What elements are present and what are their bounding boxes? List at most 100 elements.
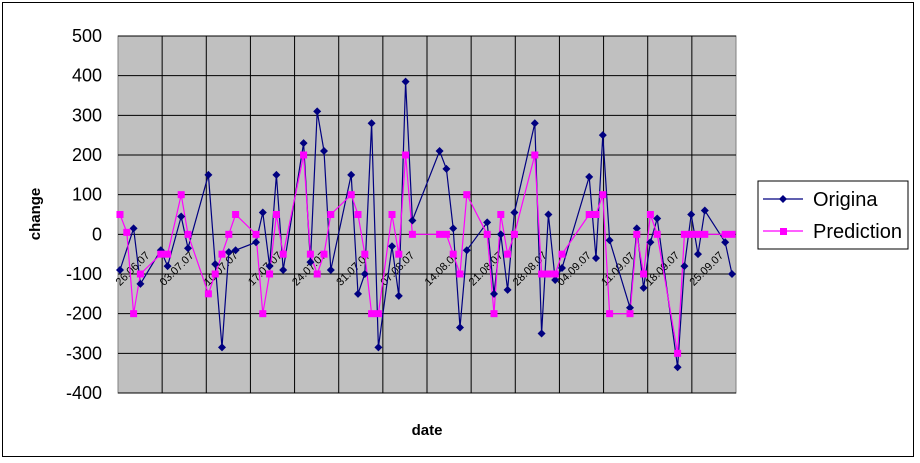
data-point-origina	[360, 270, 369, 278]
data-point-origina	[231, 246, 240, 255]
data-point-prediction	[544, 270, 552, 278]
data-point-origina	[408, 216, 417, 225]
data-point-prediction	[626, 310, 634, 318]
data-point-origina	[265, 262, 274, 271]
data-point-prediction	[531, 151, 539, 159]
data-point-origina	[537, 329, 546, 338]
data-point-origina	[639, 283, 648, 292]
data-point-origina	[394, 291, 403, 300]
data-point-origina	[592, 254, 600, 263]
data-point-prediction	[232, 211, 240, 218]
data-point-origina	[510, 208, 519, 217]
data-point-prediction	[558, 250, 566, 258]
data-point-prediction	[136, 270, 144, 278]
data-point-origina	[632, 224, 641, 233]
legend-label-prediction: Prediction	[813, 221, 902, 243]
data-point-origina	[204, 170, 213, 179]
data-point-prediction	[456, 270, 464, 278]
data-point-origina	[721, 238, 730, 247]
data-point-origina	[673, 363, 682, 372]
data-point-prediction	[538, 270, 546, 278]
data-point-origina	[598, 131, 607, 140]
data-point-prediction	[728, 230, 736, 238]
data-point-origina	[646, 238, 655, 247]
data-point-origina	[320, 147, 328, 156]
data-point-origina	[503, 285, 512, 294]
data-point-origina	[367, 119, 376, 128]
y-tick-label: 500	[72, 26, 102, 46]
data-point-prediction	[374, 310, 382, 318]
y-tick-label: -100	[66, 264, 102, 284]
data-point-origina	[252, 238, 260, 247]
x-axis-title: date	[412, 422, 443, 439]
data-point-prediction	[701, 230, 709, 238]
data-point-prediction	[694, 230, 702, 238]
data-point-origina	[585, 172, 594, 181]
data-point-origina	[136, 279, 145, 288]
data-point-origina	[177, 212, 186, 221]
data-point-origina	[687, 210, 696, 219]
data-point-prediction	[252, 230, 260, 238]
y-tick-label: 400	[72, 66, 102, 86]
data-point-prediction	[116, 211, 124, 218]
data-point-origina	[163, 262, 172, 271]
data-point-prediction	[606, 310, 614, 318]
data-point-prediction	[279, 250, 287, 258]
y-tick-label: -300	[66, 343, 102, 363]
data-point-prediction	[177, 191, 185, 199]
data-point-origina	[306, 258, 315, 267]
data-point-prediction	[510, 230, 518, 238]
data-point-origina	[530, 119, 539, 128]
data-point-prediction	[225, 230, 233, 238]
data-point-prediction	[123, 228, 131, 236]
data-point-prediction	[327, 211, 335, 218]
data-point-origina	[313, 107, 322, 116]
data-point-prediction	[599, 191, 607, 199]
data-point-prediction	[551, 270, 559, 278]
data-point-origina	[129, 224, 138, 233]
legend-box	[757, 180, 909, 250]
data-point-origina	[456, 323, 464, 332]
data-point-origina	[401, 77, 410, 86]
data-point-prediction	[130, 310, 138, 318]
data-point-origina	[694, 250, 702, 259]
data-point-origina	[354, 289, 362, 298]
data-point-prediction	[300, 151, 308, 159]
data-point-prediction	[272, 211, 280, 218]
data-point-prediction	[313, 270, 321, 278]
data-point-prediction	[687, 230, 695, 238]
data-point-origina	[211, 260, 220, 269]
data-point-origina	[224, 248, 233, 257]
data-point-origina	[184, 244, 192, 253]
y-axis-title: change	[27, 188, 44, 241]
data-point-prediction	[504, 250, 512, 258]
data-point-origina	[258, 208, 267, 217]
data-point-prediction	[436, 230, 444, 238]
data-point-prediction	[497, 211, 505, 218]
data-point-origina	[116, 266, 124, 275]
y-axis-ticks: -400 -300 -200 -100 0 100 200 300 400 500	[66, 26, 102, 403]
data-point-origina	[700, 206, 709, 215]
data-point-prediction	[361, 250, 369, 258]
data-point-prediction	[259, 310, 267, 318]
data-point-origina	[272, 170, 281, 179]
y-tick-label: -400	[66, 383, 102, 403]
data-point-origina	[680, 262, 689, 271]
data-point-origina	[551, 275, 560, 284]
data-point-origina	[326, 266, 335, 275]
data-point-prediction	[680, 230, 688, 238]
legend: Origina Prediction	[757, 180, 909, 250]
data-point-origina	[218, 343, 226, 352]
data-point-origina	[653, 214, 662, 223]
data-point-prediction	[674, 349, 682, 357]
data-point-prediction	[320, 250, 328, 258]
data-point-origina	[626, 303, 634, 312]
series-group	[116, 77, 736, 372]
data-point-prediction	[157, 250, 165, 258]
data-point-origina	[728, 270, 736, 278]
data-point-origina	[442, 164, 451, 173]
data-point-prediction	[721, 230, 729, 238]
data-point-prediction	[633, 230, 641, 238]
data-point-origina	[279, 266, 288, 275]
data-point-prediction	[204, 290, 212, 298]
